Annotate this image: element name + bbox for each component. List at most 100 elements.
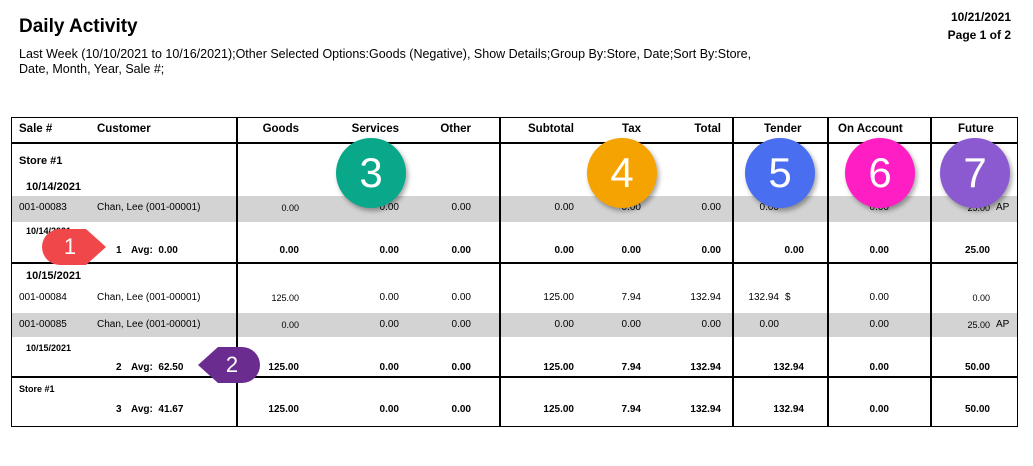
other-value: 0.00 xyxy=(451,319,471,330)
summary-other: 0.00 xyxy=(451,362,471,373)
report-date: 10/21/2021 xyxy=(950,10,1011,24)
sale-number: 001-00083 xyxy=(19,202,67,213)
summary-avg: Avg: 0.00 xyxy=(131,245,178,256)
callout-marker-1-label: 1 xyxy=(63,234,77,259)
col-header-total: Total xyxy=(694,123,721,135)
store-total-other: 0.00 xyxy=(451,404,471,415)
summary-avg: Avg: 62.50 xyxy=(131,362,184,373)
goods-value: 0.00 xyxy=(281,203,299,213)
col-header-subtotal: Subtotal xyxy=(528,123,574,135)
column-divider xyxy=(499,118,501,426)
group-date: 10/14/2021 xyxy=(26,181,82,193)
total-value: 0.00 xyxy=(701,319,721,330)
column-divider xyxy=(236,118,238,426)
services-value: 0.00 xyxy=(379,292,399,303)
col-header-services: Services xyxy=(351,123,399,135)
store-total-avg: Avg: 41.67 xyxy=(131,404,184,415)
subtotal-value: 0.00 xyxy=(554,319,574,330)
summary-future: 25.00 xyxy=(964,245,990,256)
future-value: 25.00 xyxy=(967,320,990,330)
tender-value: 0.00 xyxy=(759,202,779,213)
store-total-future: 50.00 xyxy=(964,404,990,415)
summary-future: 50.00 xyxy=(964,362,990,373)
on-account-value: 0.00 xyxy=(869,319,889,330)
col-header-customer: Customer xyxy=(97,123,151,135)
summary-on-account: 0.00 xyxy=(869,245,889,256)
report-title: Daily Activity xyxy=(19,16,138,37)
tax-value: 0.00 xyxy=(621,319,641,330)
goods-value: 125.00 xyxy=(271,293,299,303)
callout-marker-2-shape xyxy=(198,347,260,383)
summary-total: 0.00 xyxy=(701,245,721,256)
callout-badge-6: 6 xyxy=(845,138,915,208)
summary-tender: 0.00 xyxy=(784,245,804,256)
summary-date: 10/15/2021 xyxy=(26,343,72,353)
customer-name: Chan, Lee (001-00001) xyxy=(97,319,201,330)
other-value: 0.00 xyxy=(451,292,471,303)
summary-goods: 0.00 xyxy=(279,245,299,256)
store-label: Store #1 xyxy=(19,155,63,167)
sale-number: 001-00085 xyxy=(19,319,67,330)
callout-badge-3: 3 xyxy=(336,138,406,208)
store-total-count: 3 xyxy=(116,404,122,415)
summary-subtotal: 0.00 xyxy=(554,245,574,256)
column-divider xyxy=(827,118,829,426)
on-account-value: 0.00 xyxy=(869,292,889,303)
col-header-sale: Sale # xyxy=(19,123,53,135)
col-header-on-account: On Account xyxy=(838,123,903,135)
col-header-tender: Tender xyxy=(764,123,802,135)
services-value: 0.00 xyxy=(379,319,399,330)
row-band xyxy=(12,313,1017,337)
customer-name: Chan, Lee (001-00001) xyxy=(97,202,201,213)
group-divider xyxy=(12,376,1017,378)
column-divider xyxy=(732,118,734,426)
summary-count: 1 xyxy=(116,245,122,256)
callout-marker-1 xyxy=(42,229,106,265)
summary-goods: 125.00 xyxy=(268,362,299,373)
col-header-future: Future xyxy=(958,123,994,135)
callout-marker-2 xyxy=(198,347,260,383)
tender-value: 132.94 xyxy=(748,292,779,303)
summary-on-account: 0.00 xyxy=(869,362,889,373)
store-total-on-account: 0.00 xyxy=(869,404,889,415)
callout-marker-1-shape xyxy=(42,229,106,265)
store-total-total: 132.94 xyxy=(690,404,721,415)
summary-other: 0.00 xyxy=(451,245,471,256)
summary-date: 10/14/2021 xyxy=(26,226,72,236)
store-total-tender: 132.94 xyxy=(773,404,804,415)
report-table: Sale # Customer Goods Services Other Sub… xyxy=(11,117,1018,427)
summary-services: 0.00 xyxy=(379,245,399,256)
callout-marker-2-label: 2 xyxy=(225,352,239,377)
sale-number: 001-00084 xyxy=(19,292,67,303)
column-divider xyxy=(930,118,932,426)
row-band xyxy=(12,196,1017,222)
page-number: Page 1 of 2 xyxy=(947,28,1011,42)
col-header-goods: Goods xyxy=(262,123,299,135)
future-value: 25.00 xyxy=(967,203,990,213)
callout-badge-4: 4 xyxy=(587,138,657,208)
summary-tender: 132.94 xyxy=(773,362,804,373)
store-total-subtotal: 125.00 xyxy=(543,404,574,415)
tax-value: 0.00 xyxy=(621,202,641,213)
summary-subtotal: 125.00 xyxy=(543,362,574,373)
total-value: 0.00 xyxy=(701,202,721,213)
services-value: 0.00 xyxy=(379,202,399,213)
group-date: 10/15/2021 xyxy=(26,270,82,282)
goods-value: 0.00 xyxy=(281,320,299,330)
tax-value: 7.94 xyxy=(621,292,641,303)
col-header-other: Other xyxy=(440,123,471,135)
summary-services: 0.00 xyxy=(379,362,399,373)
subtotal-value: 0.00 xyxy=(554,202,574,213)
header-divider xyxy=(12,142,1017,144)
subtotal-value: 125.00 xyxy=(543,292,574,303)
group-divider xyxy=(12,262,1017,264)
future-value: 0.00 xyxy=(972,293,990,303)
tender-suffix: $ xyxy=(785,292,791,303)
callout-badge-7: 7 xyxy=(940,138,1010,208)
summary-tax: 7.94 xyxy=(621,362,641,373)
store-total-label: Store #1 xyxy=(19,384,55,394)
summary-count: 2 xyxy=(116,362,122,373)
store-total-tax: 7.94 xyxy=(621,404,641,415)
future-suffix: AP xyxy=(996,319,1010,330)
report-options: Last Week (10/10/2021 to 10/16/2021);Oth… xyxy=(19,47,752,76)
